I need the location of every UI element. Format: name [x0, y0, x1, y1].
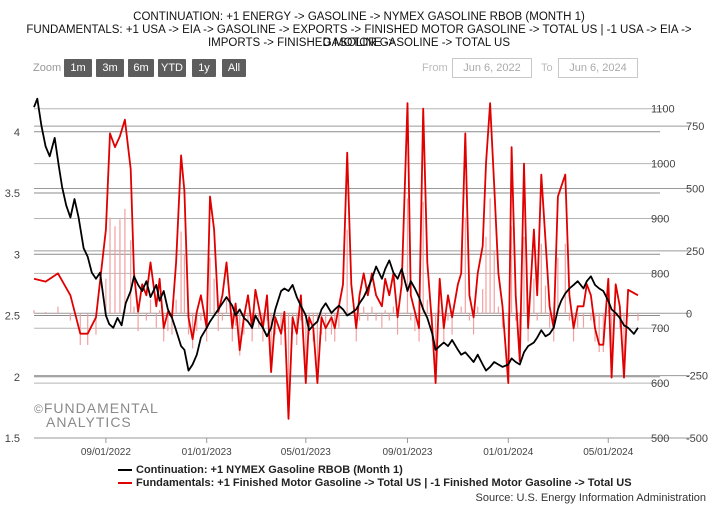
legend-swatch-red: [118, 482, 132, 485]
x-tick-label-5: 05/01/2024: [583, 447, 633, 458]
chart-title-line-2: FUNDAMENTALS: +1 USA -> EIA -> GASOLINE …: [26, 24, 692, 49]
watermark-line-1: ©FUNDAMENTAL: [34, 400, 159, 416]
watermark-line-2: ANALYTICS: [46, 414, 132, 430]
source-note: Source: U.S. Energy Information Administ…: [475, 492, 707, 504]
range-to-input[interactable]: [558, 58, 638, 78]
right1-tick-label-4: 900: [651, 213, 669, 225]
right2-tick-label-3: 250: [686, 246, 704, 258]
left-tick-label-2: 2.5: [5, 311, 20, 323]
right1-tick-label-3: 800: [651, 268, 669, 280]
right2-tick-label-1: -250: [686, 371, 708, 383]
range-to-label: To: [541, 62, 553, 74]
legend-item-red-series[interactable]: Fundamentals: +1 Finished Motor Gasoline…: [118, 477, 632, 489]
range-from-label: From: [422, 62, 448, 74]
zoom-6m-button[interactable]: 6m: [128, 59, 154, 77]
right1-tick-label-6: 1100: [651, 104, 675, 116]
chart-title-line-1: CONTINUATION: +1 ENERGY -> GASOLINE -> N…: [133, 11, 585, 23]
x-tick-label-1: 01/01/2023: [182, 447, 232, 458]
x-tick-label-0: 09/01/2022: [81, 447, 131, 458]
left-tick-label-5: 4: [14, 127, 20, 139]
zoom-all-button[interactable]: All: [222, 59, 246, 77]
right1-tick-label-0: 500: [651, 433, 669, 445]
right1-tick-label-2: 700: [651, 323, 669, 335]
zoom-ytd-button[interactable]: YTD: [158, 59, 186, 77]
zoom-1y-button[interactable]: 1y: [192, 59, 216, 77]
right2-tick-label-2: 0: [686, 308, 692, 320]
fundamental-analytics-watermark: ©FUNDAMENTAL ANALYTICS: [34, 400, 159, 430]
right2-tick-label-0: -500: [686, 433, 708, 445]
right2-tick-label-5: 750: [686, 121, 704, 133]
left-tick-label-4: 3.5: [5, 188, 20, 200]
x-tick-label-4: 01/01/2024: [483, 447, 533, 458]
x-tick-label-3: 09/01/2023: [382, 447, 432, 458]
legend-label-black: Continuation: +1 NYMEX Gasoline RBOB (Mo…: [136, 464, 403, 476]
legend-label-red: Fundamentals: +1 Finished Motor Gasoline…: [136, 477, 632, 489]
zoom-label: Zoom: [33, 62, 62, 74]
x-tick-label-2: 05/01/2023: [281, 447, 331, 458]
left-tick-label-1: 2: [14, 372, 20, 384]
right1-tick-label-1: 600: [651, 378, 669, 390]
legend-item-black-series[interactable]: Continuation: +1 NYMEX Gasoline RBOB (Mo…: [118, 464, 403, 476]
left-tick-label-0: 1.5: [5, 433, 20, 445]
left-tick-label-3: 3: [14, 249, 20, 261]
zoom-3m-button[interactable]: 3m: [96, 59, 124, 77]
range-from-input[interactable]: [452, 58, 532, 78]
zoom-1m-button[interactable]: 1m: [64, 59, 92, 77]
chart-title-line-3: IMPORTS -> FINISHED MOTOR GASOLINE -> TO…: [207, 37, 511, 49]
black-series-line: [33, 97, 639, 372]
legend-swatch-black: [118, 469, 132, 472]
right2-tick-label-4: 500: [686, 184, 704, 196]
right1-tick-label-5: 1000: [651, 159, 675, 171]
